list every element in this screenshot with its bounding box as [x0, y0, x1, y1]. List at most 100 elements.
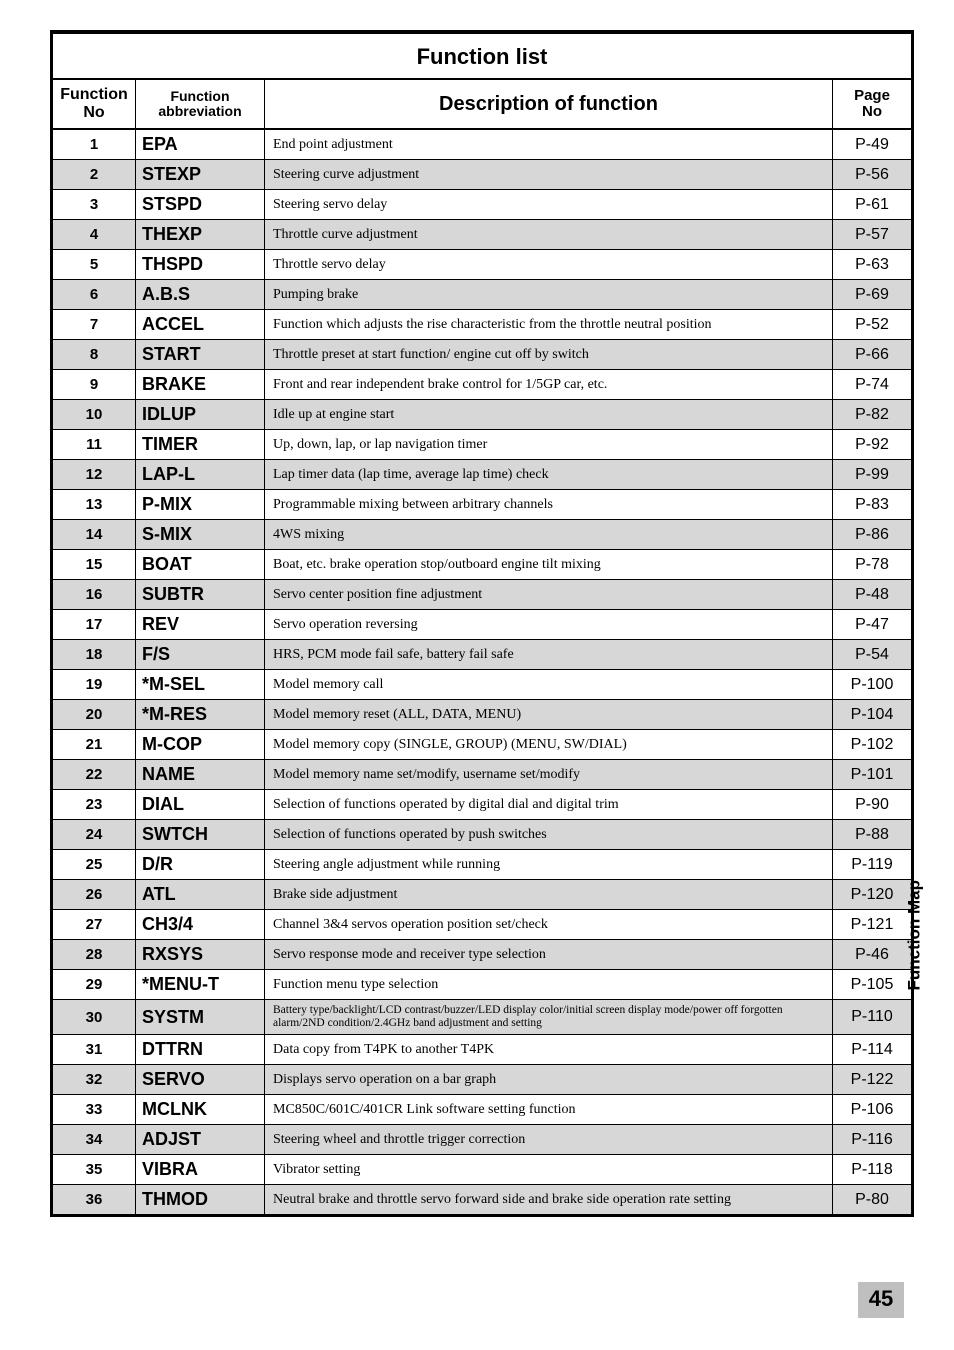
table-row: 2STEXPSteering curve adjustmentP-56 [53, 160, 911, 190]
table-row: 12LAP-LLap timer data (lap time, average… [53, 460, 911, 490]
cell-page: P-118 [833, 1155, 912, 1185]
cell-page: P-104 [833, 700, 912, 730]
cell-abbr: ACCEL [136, 310, 265, 340]
cell-no: 6 [53, 280, 136, 310]
table-row: 8STARTThrottle preset at start function/… [53, 340, 911, 370]
cell-no: 19 [53, 670, 136, 700]
table-row: 9BRAKEFront and rear independent brake c… [53, 370, 911, 400]
cell-page: P-54 [833, 640, 912, 670]
table-row: 20*M-RESModel memory reset (ALL, DATA, M… [53, 700, 911, 730]
cell-abbr: DTTRN [136, 1035, 265, 1065]
cell-desc: Function menu type selection [265, 970, 833, 1000]
header-page-no: PageNo [833, 79, 912, 129]
cell-no: 7 [53, 310, 136, 340]
cell-no: 18 [53, 640, 136, 670]
cell-abbr: BOAT [136, 550, 265, 580]
cell-page: P-61 [833, 190, 912, 220]
title-row: Function list [53, 34, 911, 80]
cell-desc: MC850C/601C/401CR Link software setting … [265, 1095, 833, 1125]
header-description: Description of function [265, 79, 833, 129]
cell-page: P-90 [833, 790, 912, 820]
cell-abbr: VIBRA [136, 1155, 265, 1185]
table-title: Function list [53, 34, 911, 80]
cell-abbr: START [136, 340, 265, 370]
cell-page: P-47 [833, 610, 912, 640]
cell-abbr: EPA [136, 129, 265, 160]
cell-abbr: S-MIX [136, 520, 265, 550]
cell-no: 28 [53, 940, 136, 970]
cell-no: 14 [53, 520, 136, 550]
cell-no: 26 [53, 880, 136, 910]
cell-page: P-66 [833, 340, 912, 370]
cell-abbr: *M-RES [136, 700, 265, 730]
table-frame: Function list FunctionNo Function abbrev… [50, 30, 914, 1217]
side-label: Function Map [904, 880, 924, 990]
cell-page: P-63 [833, 250, 912, 280]
cell-page: P-116 [833, 1125, 912, 1155]
cell-page: P-122 [833, 1065, 912, 1095]
cell-abbr: *MENU-T [136, 970, 265, 1000]
table-row: 30SYSTMBattery type/backlight/LCD contra… [53, 1000, 911, 1035]
cell-abbr: BRAKE [136, 370, 265, 400]
table-row: 11TIMERUp, down, lap, or lap navigation … [53, 430, 911, 460]
table-row: 14S-MIX4WS mixingP-86 [53, 520, 911, 550]
cell-page: P-82 [833, 400, 912, 430]
cell-abbr: REV [136, 610, 265, 640]
header-row: FunctionNo Function abbreviation Descrip… [53, 79, 911, 129]
table-row: 4THEXPThrottle curve adjustmentP-57 [53, 220, 911, 250]
table-row: 23DIALSelection of functions operated by… [53, 790, 911, 820]
cell-abbr: THMOD [136, 1185, 265, 1215]
cell-no: 8 [53, 340, 136, 370]
cell-no: 25 [53, 850, 136, 880]
table-body: 1EPAEnd point adjustmentP-492STEXPSteeri… [53, 129, 911, 1214]
cell-no: 22 [53, 760, 136, 790]
table-row: 27CH3/4Channel 3&4 servos operation posi… [53, 910, 911, 940]
cell-abbr: THSPD [136, 250, 265, 280]
cell-page: P-78 [833, 550, 912, 580]
cell-page: P-56 [833, 160, 912, 190]
cell-no: 4 [53, 220, 136, 250]
table-row: 21M-COPModel memory copy (SINGLE, GROUP)… [53, 730, 911, 760]
cell-desc: End point adjustment [265, 129, 833, 160]
page-container: Function list FunctionNo Function abbrev… [50, 30, 914, 1330]
cell-abbr: CH3/4 [136, 910, 265, 940]
cell-no: 12 [53, 460, 136, 490]
table-row: 33MCLNKMC850C/601C/401CR Link software s… [53, 1095, 911, 1125]
table-row: 3STSPDSteering servo delayP-61 [53, 190, 911, 220]
cell-desc: Vibrator setting [265, 1155, 833, 1185]
cell-page: P-100 [833, 670, 912, 700]
table-row: 29*MENU-TFunction menu type selectionP-1… [53, 970, 911, 1000]
cell-page: P-49 [833, 129, 912, 160]
table-row: 5THSPDThrottle servo delayP-63 [53, 250, 911, 280]
cell-no: 1 [53, 129, 136, 160]
table-row: 25D/RSteering angle adjustment while run… [53, 850, 911, 880]
cell-page: P-69 [833, 280, 912, 310]
cell-abbr: P-MIX [136, 490, 265, 520]
cell-desc: Servo center position fine adjustment [265, 580, 833, 610]
table-row: 31DTTRNData copy from T4PK to another T4… [53, 1035, 911, 1065]
table-row: 28RXSYSServo response mode and receiver … [53, 940, 911, 970]
cell-desc: Model memory copy (SINGLE, GROUP) (MENU,… [265, 730, 833, 760]
cell-abbr: SWTCH [136, 820, 265, 850]
table-row: 18F/SHRS, PCM mode fail safe, battery fa… [53, 640, 911, 670]
cell-abbr: IDLUP [136, 400, 265, 430]
table-row: 13P-MIXProgrammable mixing between arbit… [53, 490, 911, 520]
cell-page: P-48 [833, 580, 912, 610]
cell-no: 3 [53, 190, 136, 220]
table-row: 26ATLBrake side adjustmentP-120 [53, 880, 911, 910]
table-row: 17REVServo operation reversingP-47 [53, 610, 911, 640]
cell-desc: Model memory reset (ALL, DATA, MENU) [265, 700, 833, 730]
cell-no: 13 [53, 490, 136, 520]
cell-abbr: F/S [136, 640, 265, 670]
cell-abbr: DIAL [136, 790, 265, 820]
cell-abbr: SUBTR [136, 580, 265, 610]
cell-no: 24 [53, 820, 136, 850]
cell-abbr: M-COP [136, 730, 265, 760]
cell-no: 35 [53, 1155, 136, 1185]
cell-abbr: SYSTM [136, 1000, 265, 1035]
cell-no: 2 [53, 160, 136, 190]
cell-abbr: STSPD [136, 190, 265, 220]
cell-page: P-74 [833, 370, 912, 400]
cell-desc: Model memory call [265, 670, 833, 700]
cell-desc: Pumping brake [265, 280, 833, 310]
